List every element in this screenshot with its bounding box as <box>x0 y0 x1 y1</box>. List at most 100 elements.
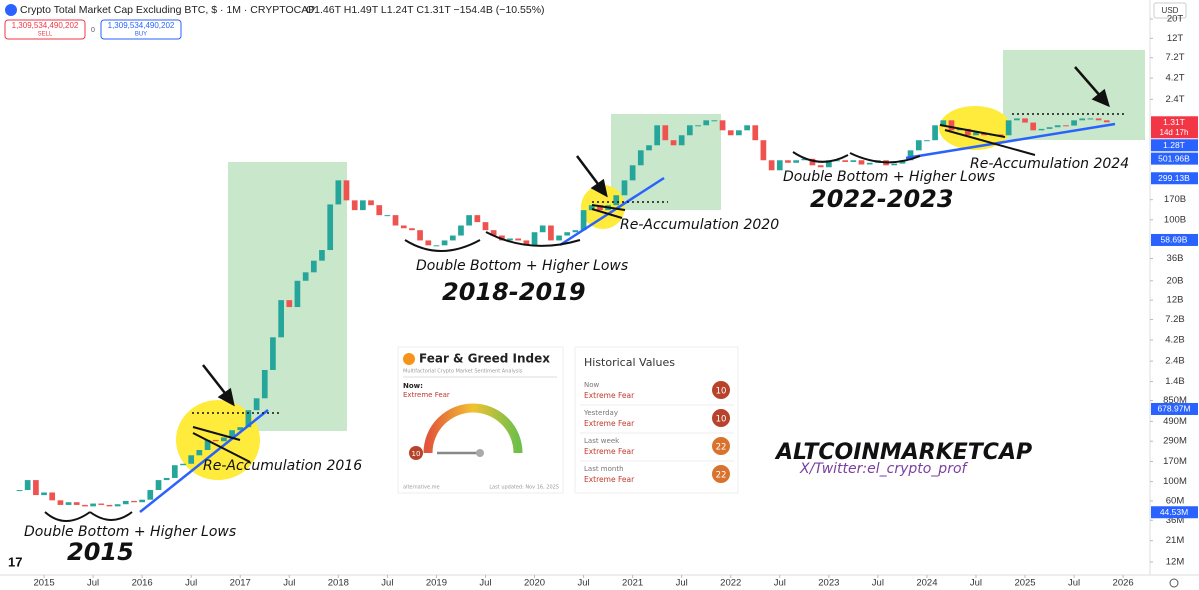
candle-body <box>90 503 96 507</box>
candle-body <box>335 180 342 205</box>
x-tick-label: Jul <box>87 578 99 589</box>
y-tick-label: 4.2T <box>1165 73 1184 84</box>
candle-body <box>1095 118 1102 121</box>
settings-button[interactable] <box>1169 578 1179 588</box>
y-tick-label: 7.2B <box>1165 314 1185 325</box>
candle-body <box>98 503 105 505</box>
x-tick-label: 2023 <box>818 578 839 589</box>
candle-body <box>776 160 783 171</box>
candle-body <box>850 160 857 162</box>
x-tick-label: Jul <box>774 578 786 589</box>
x-tick-label: 2024 <box>916 578 937 589</box>
y-tick-label: 490M <box>1163 416 1187 427</box>
candle-body <box>1079 118 1086 121</box>
candle-body <box>662 125 669 141</box>
panel-subtitle: Multifactorial Crypto Market Sentiment A… <box>403 369 523 375</box>
candle-body <box>1087 118 1094 120</box>
price-label-box <box>1151 402 1198 415</box>
row-label: Last week <box>584 437 620 445</box>
now-value: 10 <box>412 450 421 458</box>
y-tick-label: 1.4B <box>1165 376 1185 387</box>
candle-body <box>343 180 350 201</box>
y-tick-label: 2.4T <box>1165 94 1184 105</box>
currency-button[interactable] <box>1153 2 1187 19</box>
y-tick-label: 4.2B <box>1165 334 1185 345</box>
candle-body <box>24 480 31 491</box>
candle-body <box>637 150 644 166</box>
annotation: 2022-2023 <box>810 185 954 213</box>
x-tick-label: Jul <box>578 578 590 589</box>
candle-body <box>613 195 620 206</box>
candle-body <box>270 337 276 370</box>
row-status: Extreme Fear <box>584 419 635 428</box>
candle-body <box>310 260 317 273</box>
candle-body <box>678 135 685 146</box>
price-label-text: 299.13B <box>1158 173 1190 183</box>
x-tick-label: 2021 <box>622 578 643 589</box>
y-tick-label: 2.4B <box>1165 356 1185 367</box>
sell-button[interactable] <box>4 19 86 40</box>
y-tick-label: 20T <box>1167 13 1184 24</box>
candles <box>16 118 1110 507</box>
candle-body <box>1005 120 1012 136</box>
candle-body <box>253 398 260 411</box>
row-status: Extreme Fear <box>584 391 635 400</box>
price-label: 44.53M <box>1151 506 1198 519</box>
buy-button[interactable] <box>100 19 182 40</box>
row-label: Last month <box>584 465 624 473</box>
candle-body <box>531 232 538 246</box>
candle-body <box>106 504 113 507</box>
candle-body <box>711 120 718 122</box>
annotation: 2015 <box>67 538 134 566</box>
row-label: Yesterday <box>583 409 618 417</box>
sell-price: 1,309,534,490,202 <box>12 21 79 30</box>
y-tick-label: 12B <box>1167 295 1184 306</box>
candle-body <box>41 492 47 496</box>
candle-body <box>801 158 808 161</box>
watermark: ALTCOINMARKETCAP <box>774 440 1032 465</box>
row-value: 10 <box>716 415 727 425</box>
candle-body <box>441 240 448 246</box>
fear-greed-panel: Fear & Greed Index Multifactorial Crypto… <box>397 346 564 494</box>
annotation: Re-Accumulation 2016 <box>203 458 362 474</box>
candle-body <box>171 465 178 478</box>
candle-body <box>703 120 710 126</box>
x-tick-label: 2018 <box>328 578 349 589</box>
candle-body <box>400 225 407 229</box>
candle-body <box>891 163 898 166</box>
x-tick-label: Jul <box>381 578 393 589</box>
price-label-box <box>1151 172 1198 185</box>
price-label-box <box>1151 116 1198 139</box>
gauge <box>423 403 523 454</box>
row-status: Extreme Fear <box>584 447 635 456</box>
candle-body <box>376 205 383 216</box>
x-tick-label: 2015 <box>33 578 54 589</box>
candle-body <box>1071 120 1077 126</box>
candle-body <box>727 130 734 136</box>
y-tick-label: 12M <box>1166 556 1185 567</box>
candle-body <box>842 160 849 162</box>
panel <box>397 346 564 494</box>
candle-body <box>114 504 121 507</box>
trend-lines <box>139 122 1116 513</box>
candle-body <box>556 235 562 241</box>
x-tick-label: Jul <box>970 578 982 589</box>
candle-body <box>49 492 56 501</box>
x-tick-label: 2022 <box>720 578 741 589</box>
candle-body <box>122 500 129 505</box>
price-label-text: 58.69B <box>1161 235 1188 245</box>
y-tick-label: 12T <box>1167 33 1184 44</box>
candle-body <box>1046 127 1053 129</box>
x-tick-label: 2026 <box>1113 578 1134 589</box>
row-label: Now <box>584 381 600 389</box>
candle-body <box>425 240 432 246</box>
panel <box>574 346 739 494</box>
price-label-box <box>1151 152 1198 165</box>
icon <box>403 353 415 365</box>
candle-body <box>932 125 938 141</box>
candle-body <box>719 120 726 131</box>
candle-body <box>82 504 88 507</box>
y-tick-label: 20B <box>1167 275 1184 286</box>
row-status: Extreme Fear <box>584 475 635 484</box>
